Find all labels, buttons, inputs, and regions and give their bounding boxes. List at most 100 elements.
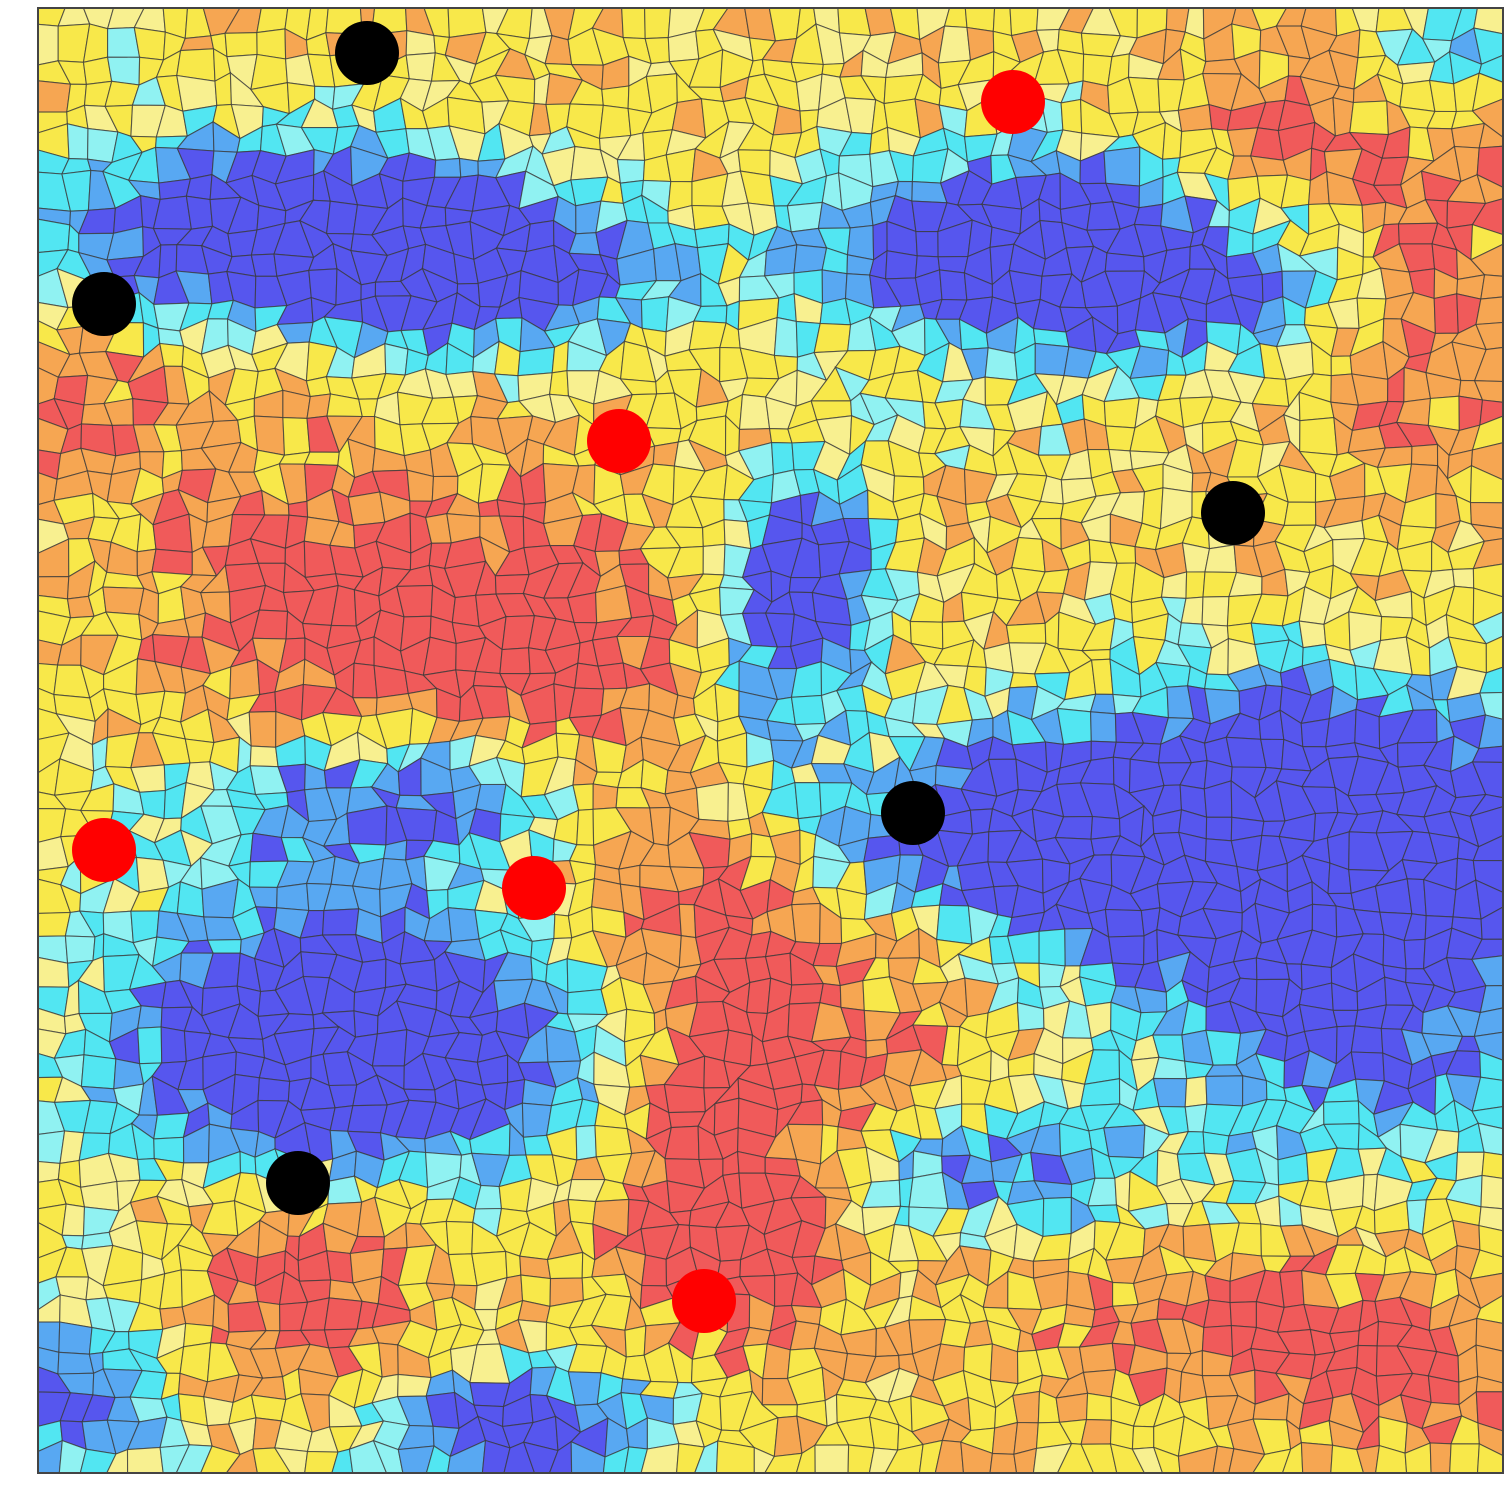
cell (282, 417, 311, 456)
cell (61, 1203, 86, 1237)
cell (790, 694, 827, 726)
black-marker (881, 781, 945, 845)
cell (788, 983, 824, 1005)
cell (664, 1125, 700, 1161)
cell (1399, 79, 1436, 113)
cell (1152, 1056, 1188, 1080)
cell (1034, 342, 1070, 377)
cell (133, 26, 166, 61)
cell (1078, 1342, 1117, 1373)
cell (1104, 908, 1145, 938)
cell (346, 805, 388, 846)
cell (598, 104, 632, 140)
cell (1104, 252, 1145, 272)
cell (257, 1077, 291, 1102)
cell (839, 980, 865, 1012)
cell (1009, 672, 1039, 689)
cell (937, 25, 972, 64)
cell (1184, 1075, 1208, 1108)
cell (1428, 79, 1458, 113)
cell (451, 594, 480, 628)
cell (250, 1394, 287, 1422)
cell (1298, 620, 1327, 649)
cell (678, 903, 697, 939)
cell (791, 902, 821, 945)
cell (794, 782, 822, 820)
cell (1350, 1025, 1384, 1054)
cell (160, 1026, 187, 1064)
cell (1090, 815, 1121, 840)
cell-mosaic (37, 7, 1504, 1474)
cell (1354, 708, 1381, 750)
cell (1103, 1124, 1146, 1159)
cell (159, 342, 185, 367)
cell (1090, 711, 1117, 743)
cell (1080, 1419, 1112, 1445)
black-marker (1201, 481, 1265, 545)
cell (322, 908, 360, 936)
cell (616, 159, 646, 184)
red-marker (672, 1269, 736, 1333)
cell (773, 316, 799, 358)
cell (253, 415, 286, 456)
cell (714, 683, 740, 723)
cell (1403, 938, 1426, 970)
cell (445, 1220, 474, 1256)
cell (938, 269, 968, 301)
cell (1103, 397, 1140, 429)
cell (984, 347, 1018, 381)
red-marker (72, 818, 136, 882)
cell (762, 1343, 791, 1380)
cell (1056, 707, 1092, 746)
cell (1382, 933, 1407, 970)
cell (57, 1351, 95, 1375)
cell (915, 230, 939, 258)
cell (353, 1010, 379, 1038)
cell (248, 711, 277, 748)
cell (567, 1199, 597, 1225)
cell (1475, 296, 1504, 326)
cell (303, 451, 340, 466)
cell (597, 662, 628, 690)
cell (325, 200, 359, 235)
cell (695, 781, 729, 822)
cell (1141, 487, 1164, 530)
cell (384, 342, 409, 376)
cell (377, 1342, 399, 1378)
cell (989, 1452, 1018, 1474)
cell (1480, 1174, 1504, 1210)
cell (786, 201, 823, 233)
cell (618, 864, 641, 888)
cell (80, 1180, 120, 1212)
cell (371, 1029, 408, 1067)
cell (137, 1005, 163, 1029)
cell (793, 244, 828, 274)
cell (203, 1396, 234, 1427)
cell (37, 218, 71, 254)
cell (702, 543, 726, 576)
cell (1330, 355, 1353, 377)
cell (1205, 1075, 1244, 1107)
cell (405, 52, 436, 82)
cell (771, 442, 795, 475)
cell (640, 296, 670, 333)
cell (1410, 443, 1439, 467)
cell (1449, 1443, 1480, 1474)
cell (592, 783, 619, 810)
cell (1090, 658, 1114, 695)
cell (1082, 53, 1113, 87)
cell (594, 1124, 633, 1158)
cell (1229, 1301, 1257, 1329)
cell (1429, 1442, 1452, 1474)
cell (1433, 293, 1459, 334)
cell (1299, 417, 1338, 456)
cell (663, 1083, 706, 1114)
cell (1349, 100, 1389, 136)
cell (102, 586, 145, 616)
cell (37, 23, 59, 66)
cell (776, 292, 797, 323)
cell (352, 662, 378, 699)
cell (433, 157, 462, 178)
cell (1202, 1131, 1230, 1156)
